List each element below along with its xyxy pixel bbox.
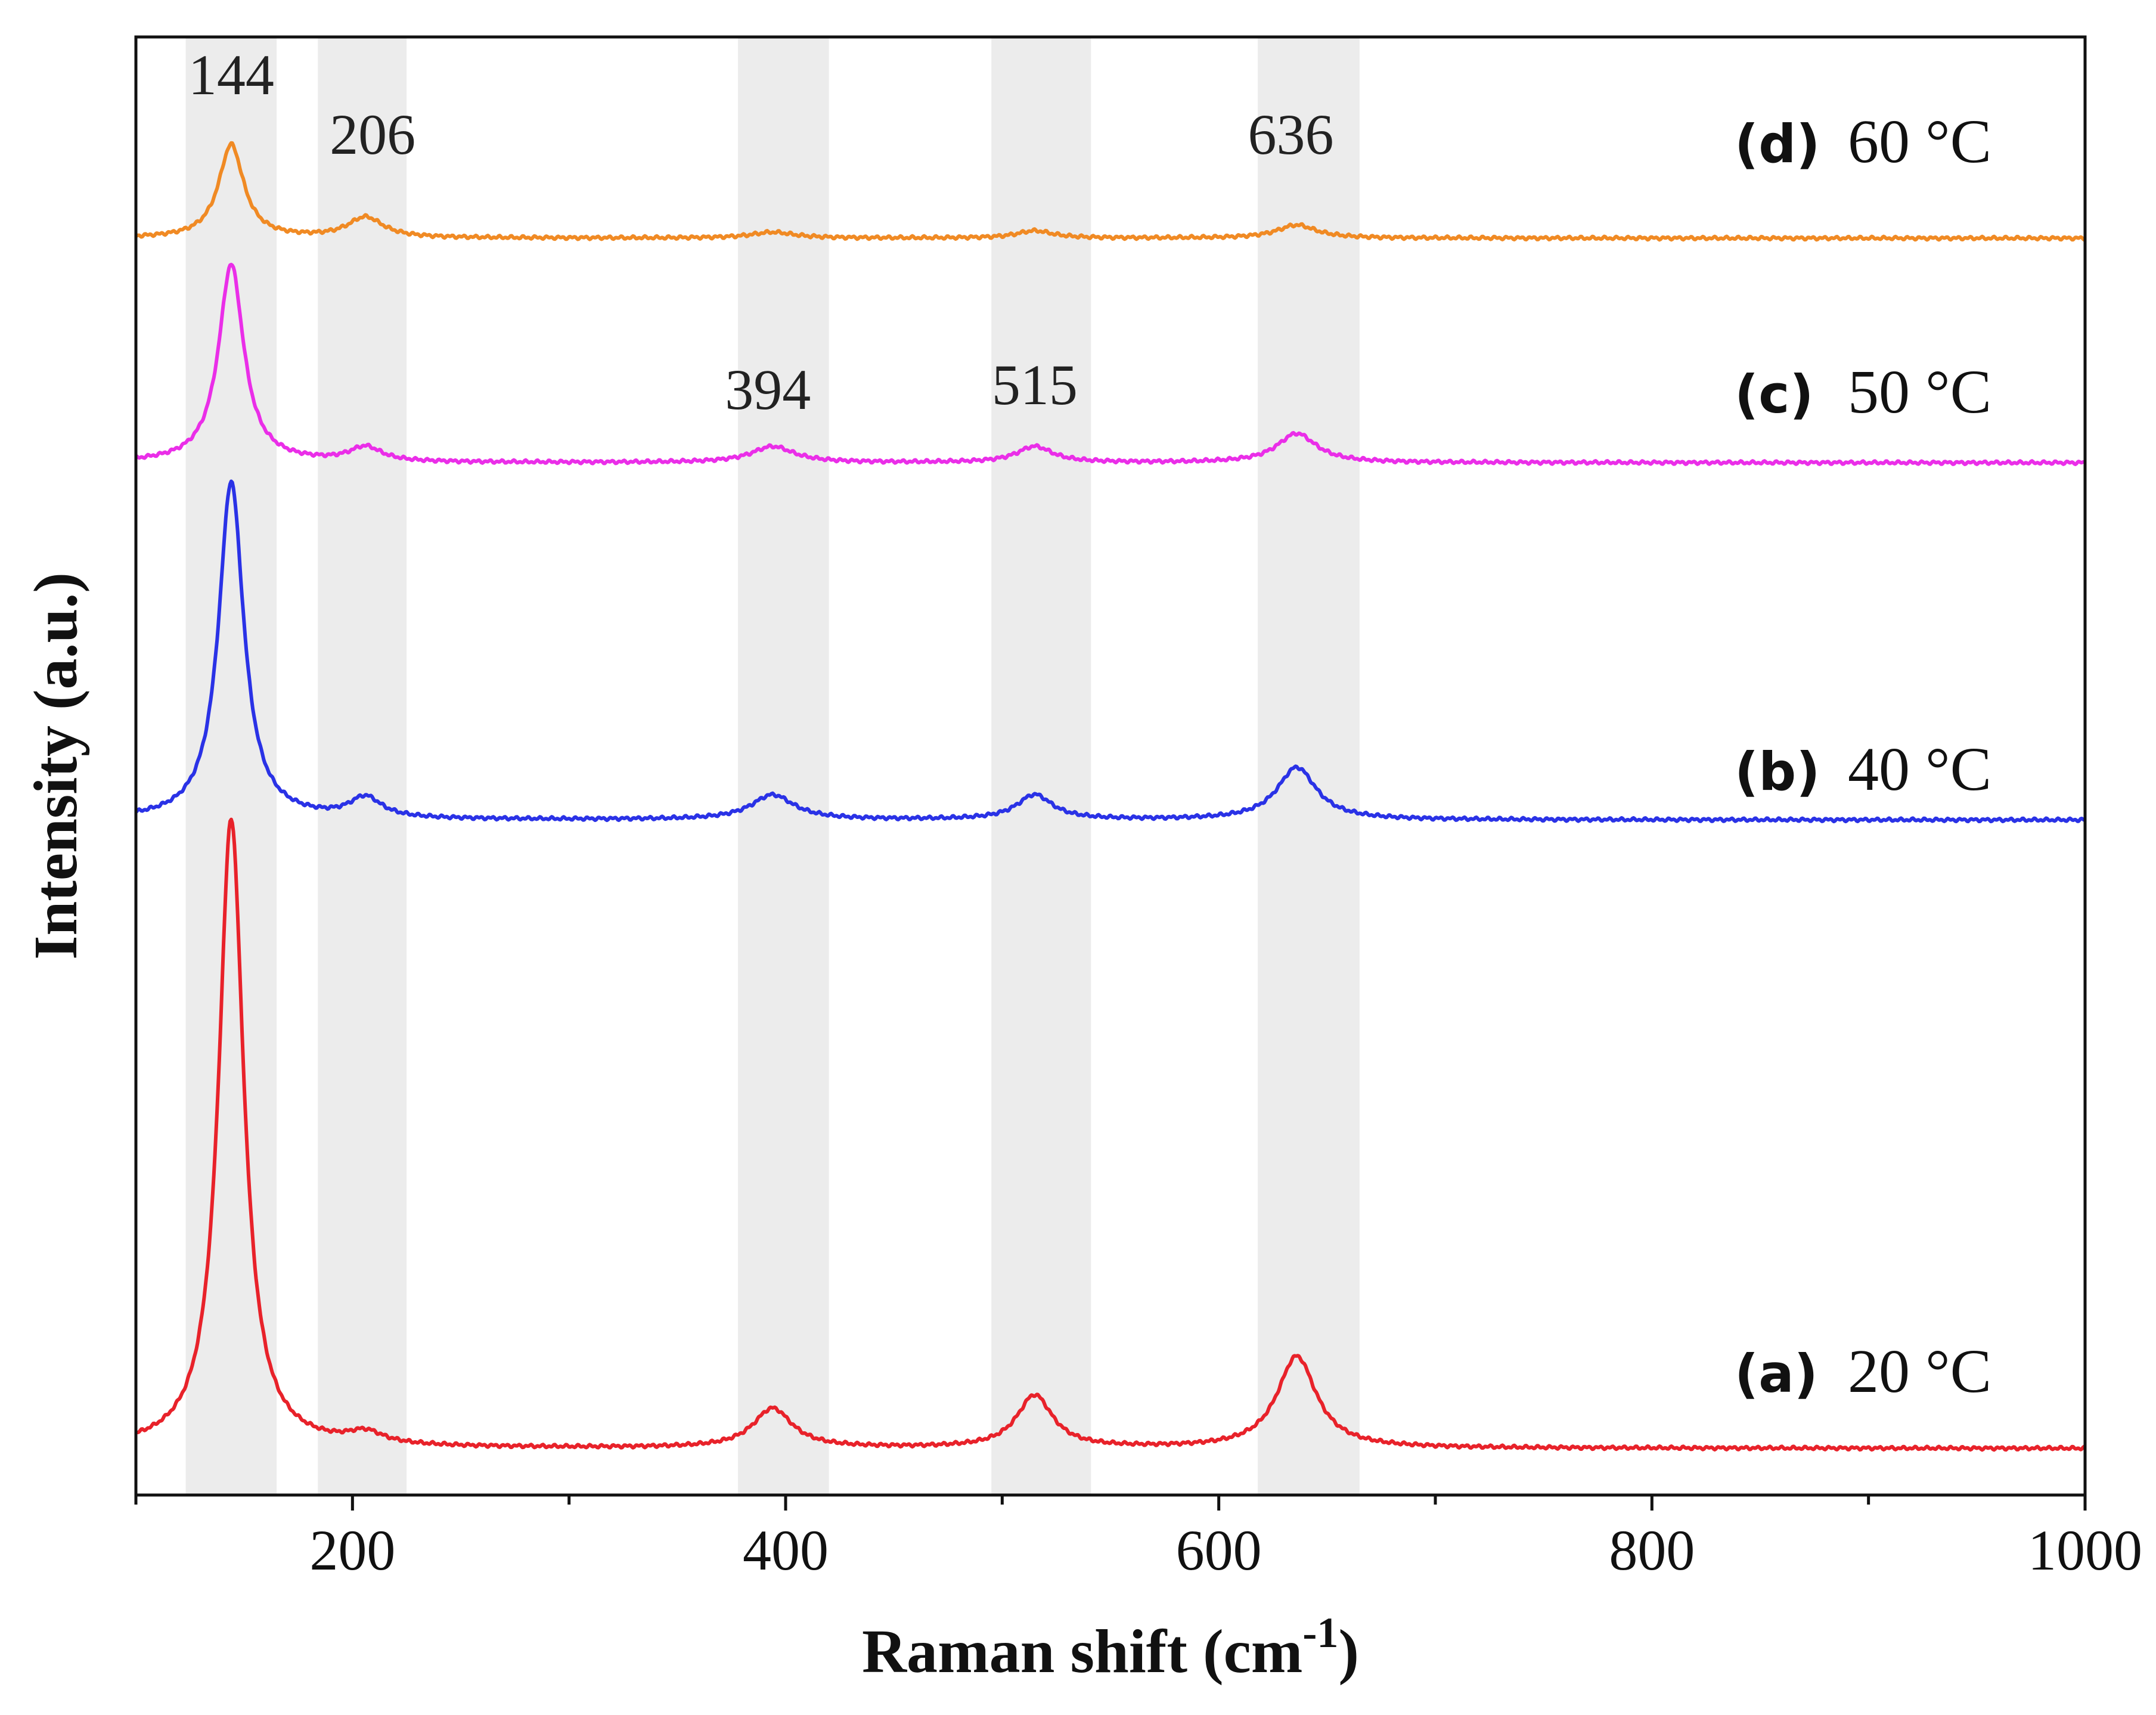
series-label-letter: (b) [1735, 741, 1820, 802]
highlight-band-144 [185, 37, 277, 1495]
series-label-letter: (a) [1735, 1343, 1818, 1404]
highlight-band-206 [318, 37, 407, 1495]
series-labels: (a) 20 °C (b) 40 °C (c) 50 °C (d) 60 °C [1735, 107, 1991, 1406]
x-axis-title-main: Raman shift (cm [862, 1617, 1302, 1686]
y-axis-title: Intensity (a.u.) [21, 572, 90, 960]
peak-label-206: 206 [330, 103, 415, 166]
x-ticks: 200 400 600 800 1000 [134, 1495, 2142, 1582]
series-label-temp: 50 °C [1848, 358, 1991, 426]
series-lines [134, 141, 2086, 1452]
series-line-b [134, 479, 2086, 824]
series-label-temp: 20 °C [1848, 1337, 1991, 1406]
highlight-band-394 [738, 37, 829, 1495]
x-tick-label: 400 [743, 1518, 829, 1582]
highlight-band-636 [1258, 37, 1360, 1495]
x-axis-title: Raman shift (cm-1) [862, 1609, 1359, 1686]
x-axis-title-superscript: -1 [1302, 1609, 1338, 1657]
peak-label-636: 636 [1248, 103, 1333, 166]
highlight-bands [185, 37, 1360, 1495]
series-label-temp: 40 °C [1848, 735, 1991, 804]
x-tick-label: 600 [1176, 1518, 1262, 1582]
x-tick-label: 1000 [2028, 1518, 2142, 1582]
series-line-a [135, 817, 2086, 1452]
highlight-band-515 [991, 37, 1091, 1495]
series-line-d [135, 141, 2086, 242]
peak-labels: 144 206 394 515 636 [188, 43, 1334, 421]
x-tick-label: 200 [309, 1518, 395, 1582]
peak-label-394: 394 [725, 358, 811, 421]
peak-label-515: 515 [992, 353, 1078, 417]
series-label-letter: (d) [1735, 113, 1820, 175]
series-label-letter: (c) [1735, 364, 1814, 425]
x-tick-label: 800 [1609, 1518, 1695, 1582]
peak-label-144: 144 [188, 43, 274, 107]
x-axis-title-close: ) [1338, 1617, 1359, 1686]
series-line-c [135, 262, 2086, 466]
axes [134, 35, 2087, 1497]
series-label-temp: 60 °C [1848, 107, 1991, 176]
plot-frame [134, 35, 2087, 1497]
